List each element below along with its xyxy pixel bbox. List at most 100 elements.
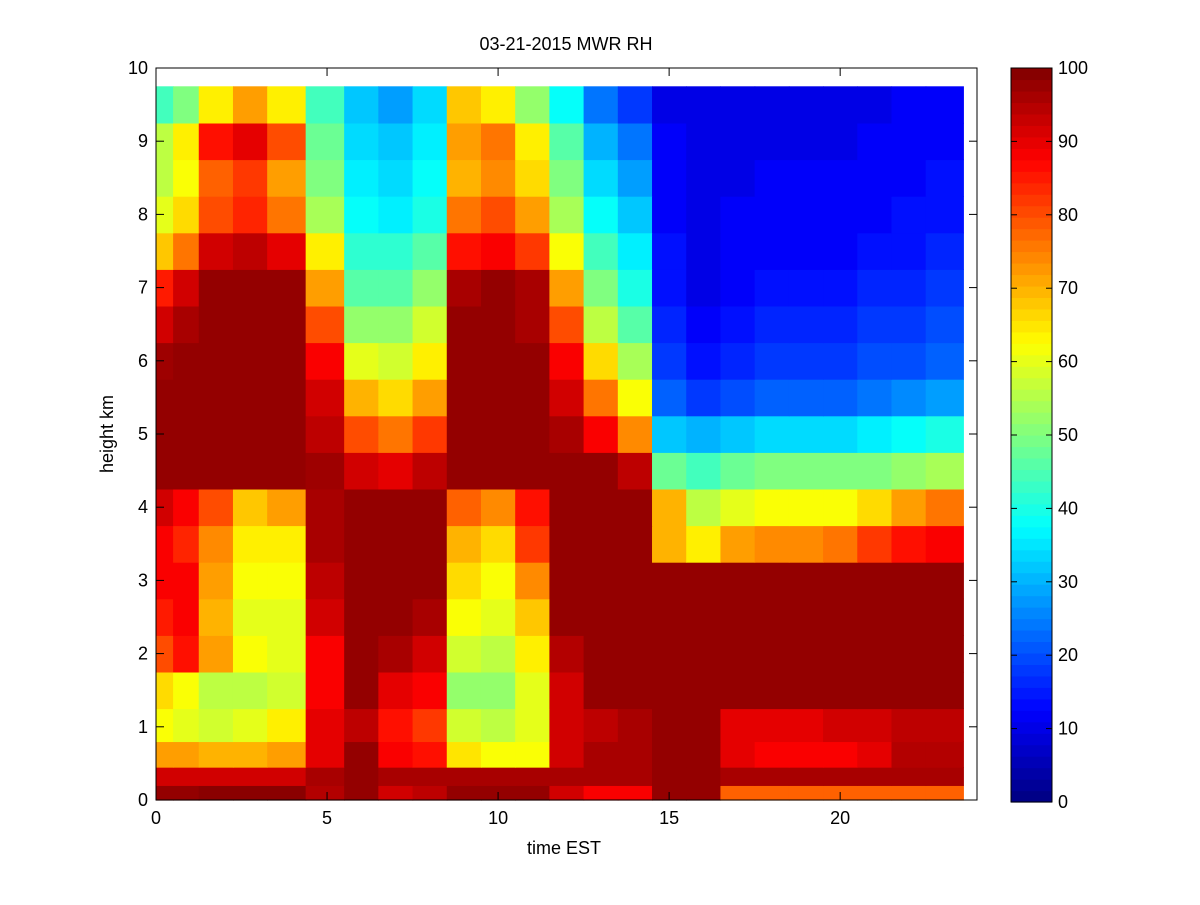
heatmap-cell	[686, 342, 722, 380]
heatmap-cell	[232, 598, 268, 636]
heatmap-cell	[446, 232, 482, 270]
heatmap-cell	[720, 379, 756, 417]
heatmap-cell	[378, 305, 414, 344]
heatmap-cell	[652, 671, 687, 710]
heatmap-cell	[446, 562, 482, 600]
heatmap-cell	[925, 635, 964, 673]
heatmap-cell	[378, 785, 414, 801]
heatmap-cell	[925, 741, 964, 768]
heatmap-cell	[173, 785, 200, 801]
heatmap-cell	[617, 488, 653, 527]
heatmap-cell	[173, 415, 200, 453]
heatmap-cell	[412, 342, 448, 380]
heatmap-cell	[617, 598, 653, 636]
heatmap-cell	[232, 269, 268, 307]
heatmap-cell	[549, 159, 585, 197]
heatmap-cell	[232, 767, 268, 786]
heatmap-cell	[173, 708, 200, 743]
heatmap-cell	[617, 785, 653, 801]
colorbar-segment	[1011, 675, 1052, 688]
colorbar-segment	[1011, 102, 1052, 115]
heatmap-cell	[173, 767, 200, 786]
colorbar-segment	[1011, 274, 1052, 287]
heatmap-cell	[754, 785, 790, 801]
heatmap-cell	[156, 415, 174, 453]
heatmap-cell	[823, 635, 858, 673]
colorbar-segment	[1011, 652, 1052, 665]
heatmap-cell	[267, 708, 307, 743]
colorbar-segment	[1011, 79, 1052, 92]
heatmap-cell	[305, 196, 345, 234]
heatmap-cell	[232, 488, 268, 527]
heatmap-cell	[686, 671, 722, 710]
heatmap-cell	[198, 671, 234, 710]
heatmap-cell	[267, 562, 307, 600]
colorbar	[1010, 67, 1053, 803]
heatmap-cell	[344, 767, 379, 786]
y-tick-label: 10	[128, 58, 148, 78]
colorbar-segment	[1011, 779, 1052, 792]
y-tick-label: 8	[138, 204, 148, 224]
colorbar-tick-label: 70	[1058, 278, 1078, 298]
heatmap-cell	[823, 269, 858, 307]
heatmap-cell	[267, 305, 307, 344]
heatmap-cell	[720, 488, 756, 527]
heatmap-cell	[515, 342, 550, 380]
heatmap-cell	[617, 269, 653, 307]
heatmap-cell	[686, 488, 722, 527]
colorbar-segment	[1011, 469, 1052, 482]
heatmap-cell	[173, 598, 200, 636]
heatmap-cell	[198, 488, 234, 527]
y-tick-label: 6	[138, 351, 148, 371]
heatmap-cell	[857, 305, 893, 344]
heatmap-cell	[823, 305, 858, 344]
heatmap-cell	[925, 196, 964, 234]
heatmap-cell	[232, 122, 268, 161]
heatmap-cell	[515, 525, 550, 563]
heatmap-cell	[305, 86, 345, 124]
heatmap-cell	[267, 785, 307, 801]
heatmap-cell	[857, 562, 893, 600]
heatmap-cell	[378, 767, 414, 786]
heatmap-cell	[617, 379, 653, 417]
heatmap-cell	[515, 562, 550, 600]
heatmap-cell	[156, 122, 174, 161]
heatmap-cell	[857, 671, 893, 710]
heatmap-cell	[515, 305, 550, 344]
heatmap-cell	[788, 86, 824, 124]
heatmap-cell	[754, 379, 790, 417]
heatmap-cell	[754, 562, 790, 600]
heatmap-cell	[686, 305, 722, 344]
heatmap-cell	[754, 305, 790, 344]
heatmap-cell	[305, 525, 345, 563]
colorbar-segment	[1011, 423, 1052, 436]
heatmap-cell	[305, 379, 345, 417]
heatmap-cell	[267, 741, 307, 768]
heatmap-cell	[686, 122, 722, 161]
heatmap-cell	[412, 525, 448, 563]
heatmap-cell	[156, 708, 174, 743]
heatmap-cell	[788, 305, 824, 344]
heatmap-cell	[857, 525, 893, 563]
heatmap-cell	[788, 159, 824, 197]
heatmap-cell	[173, 452, 200, 490]
x-tick-label: 15	[659, 808, 679, 828]
heatmap-cell	[549, 342, 585, 380]
heatmap-cell	[652, 159, 687, 197]
heatmap-cell	[891, 525, 927, 563]
heatmap-cell	[891, 671, 927, 710]
heatmap-cell	[480, 741, 516, 768]
heatmap-cell	[480, 635, 516, 673]
heatmap-cell	[925, 415, 964, 453]
colorbar-segment	[1011, 526, 1052, 539]
heatmap-cell	[232, 379, 268, 417]
heatmap-cell	[173, 196, 200, 234]
heatmap-cell	[617, 767, 653, 786]
y-tick-label: 5	[138, 424, 148, 444]
y-axis-label: height km	[97, 395, 117, 473]
heatmap-cell	[788, 122, 824, 161]
heatmap-cell	[198, 86, 234, 124]
heatmap-cell	[232, 452, 268, 490]
heatmap-cell	[198, 635, 234, 673]
heatmap-cell	[823, 741, 858, 768]
